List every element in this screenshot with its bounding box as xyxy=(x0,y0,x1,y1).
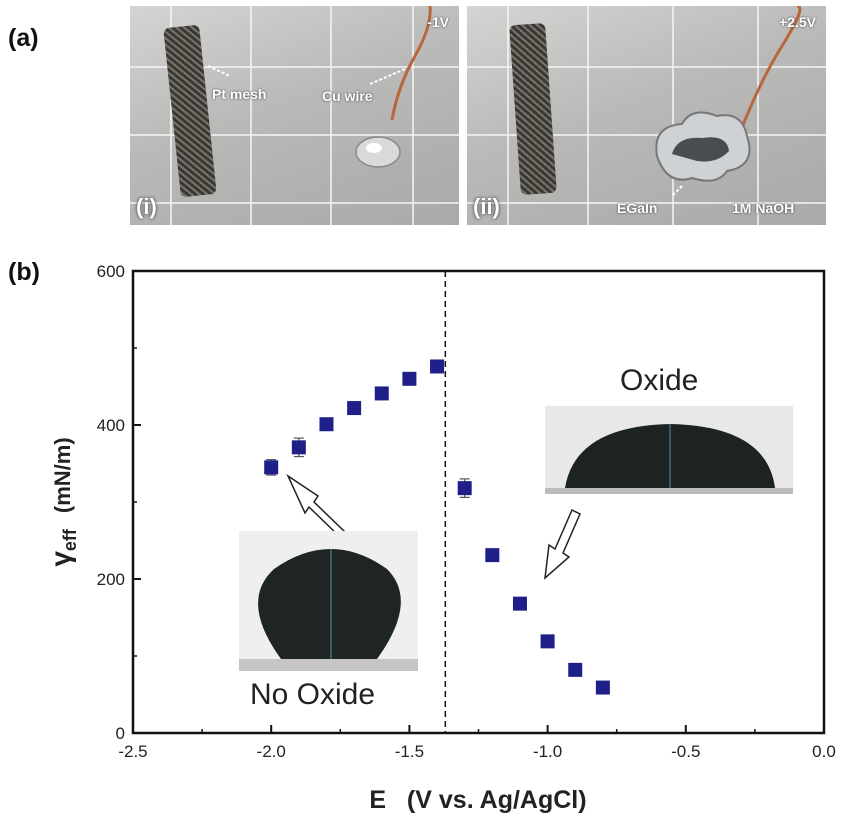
data-point xyxy=(485,548,500,563)
data-point xyxy=(374,386,389,401)
naoh-label: 1M NaOH xyxy=(732,200,795,216)
data-point xyxy=(291,440,306,455)
data-point xyxy=(430,359,445,374)
data-point xyxy=(319,417,334,432)
panel-b-label: (b) xyxy=(8,258,40,286)
arrow-no-oxide xyxy=(286,473,347,539)
data-point xyxy=(457,481,472,496)
data-point xyxy=(264,460,279,475)
y-axis-unit: (mN/m) xyxy=(50,437,75,513)
data-point xyxy=(540,634,555,649)
x-tick-label: -2.0 xyxy=(257,742,286,761)
x-tick-label: -2.5 xyxy=(118,742,147,761)
data-point xyxy=(402,371,417,386)
no-oxide-droplet-image xyxy=(239,531,418,671)
photo-ii-label: (ii) xyxy=(473,194,500,219)
panel-a-label: (a) xyxy=(8,24,39,52)
data-point xyxy=(347,401,362,416)
plot-frame xyxy=(131,269,826,735)
x-tick-label: 0.0 xyxy=(812,742,836,761)
photo-i-voltage: -1V xyxy=(427,14,449,30)
oxide-droplet-image xyxy=(545,406,793,494)
egain-label: EGaIn xyxy=(617,200,658,216)
y-tick-label: 600 xyxy=(97,262,125,281)
data-point xyxy=(595,680,610,695)
inset-no-oxide-droplet xyxy=(239,531,418,671)
egain-shape xyxy=(655,6,802,197)
no-oxide-label: No Oxide xyxy=(250,678,376,711)
y-axis-label: γeff (mN/m) xyxy=(45,437,80,566)
x-tick-label: -1.5 xyxy=(395,742,424,761)
y-axis-symbol: γ xyxy=(45,551,76,567)
photo-i-label: (i) xyxy=(136,194,157,219)
data-point xyxy=(512,596,527,611)
wire-and-droplet xyxy=(207,6,432,168)
cu-wire-label: Cu wire xyxy=(322,88,373,104)
y-tick-label: 400 xyxy=(97,416,125,435)
pt-mesh-label: Pt mesh xyxy=(212,86,267,102)
data-point xyxy=(568,662,583,677)
oxide-label: Oxide xyxy=(620,364,699,397)
x-tick-label: -1.0 xyxy=(533,742,562,761)
inset-oxide-droplet xyxy=(545,406,793,494)
y-tick-label: 200 xyxy=(97,570,125,589)
x-tick-label: -0.5 xyxy=(671,742,700,761)
photo-ii-voltage: +2.5V xyxy=(779,14,816,30)
arrow-oxide xyxy=(544,508,581,580)
y-axis-subscript: eff xyxy=(60,528,80,551)
y-tick-label: 0 xyxy=(116,724,125,743)
photo-ii: +2.5V EGaIn 1M NaOH (ii) xyxy=(467,6,826,225)
x-axis-label: E (V vs. Ag/AgCl) xyxy=(369,786,586,814)
photo-i: -1V Pt mesh Cu wire (i) xyxy=(130,6,459,225)
